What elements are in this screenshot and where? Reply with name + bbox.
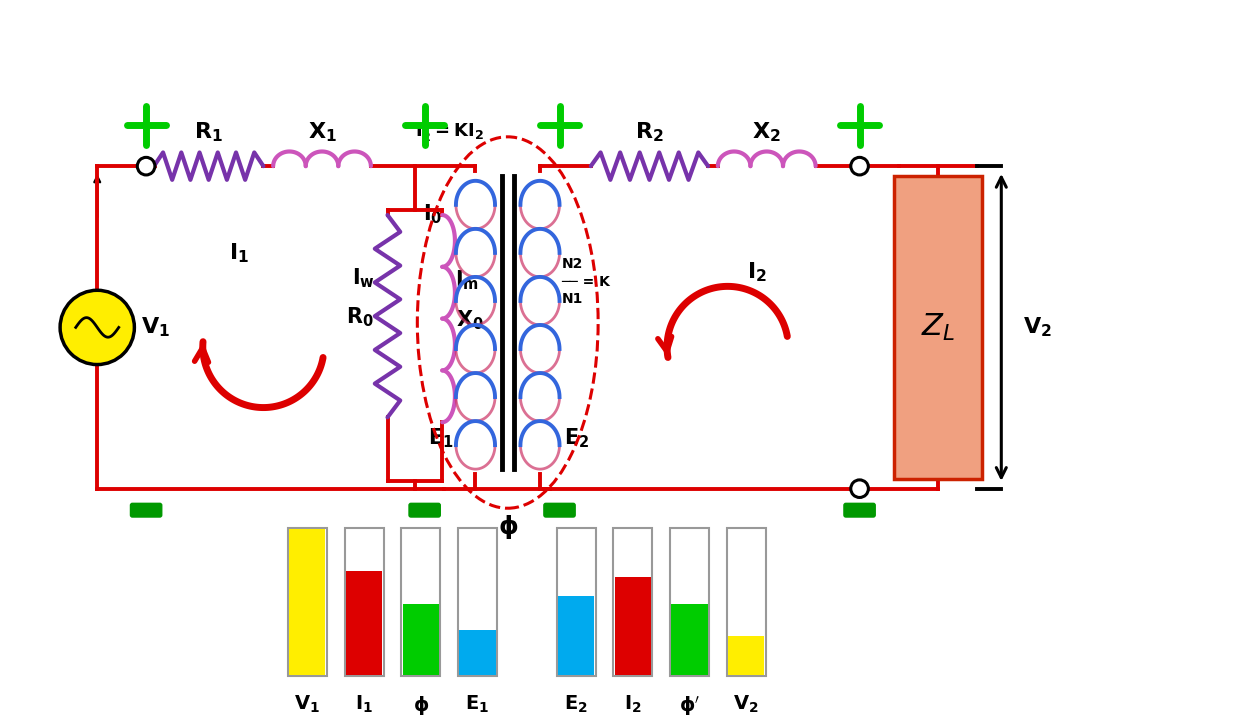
Text: $\mathbf{X_0}$: $\mathbf{X_0}$ <box>455 308 484 331</box>
Circle shape <box>851 480 868 498</box>
Bar <box>289 529 325 675</box>
Text: $\mathbf{\phi}$: $\mathbf{\phi}$ <box>498 513 518 541</box>
Text: $\mathbf{I_2}$: $\mathbf{I_2}$ <box>747 261 767 284</box>
Bar <box>344 528 384 676</box>
Text: $\mathbf{I_1}$: $\mathbf{I_1}$ <box>355 694 373 715</box>
Bar <box>614 577 651 675</box>
Text: $\mathbf{V_2}$: $\mathbf{V_2}$ <box>1023 315 1052 339</box>
Text: $\mathbf{\phi}$: $\mathbf{\phi}$ <box>413 694 429 717</box>
FancyBboxPatch shape <box>409 503 440 517</box>
Text: $\mathbf{E_1}$: $\mathbf{E_1}$ <box>428 427 454 450</box>
Bar <box>728 636 764 675</box>
Text: $\mathbf{E_2}$: $\mathbf{E_2}$ <box>564 427 589 450</box>
Text: $\mathbf{E_2}$: $\mathbf{E_2}$ <box>564 694 588 715</box>
Text: $\mathbf{X_2}$: $\mathbf{X_2}$ <box>752 121 781 145</box>
Bar <box>347 571 382 675</box>
Text: $\mathbf{I_2' = KI_2}$: $\mathbf{I_2' = KI_2}$ <box>414 120 483 144</box>
Text: $\mathbf{I_2}$: $\mathbf{I_2}$ <box>624 694 642 715</box>
Bar <box>671 528 709 676</box>
Text: $\mathbf{R_2}$: $\mathbf{R_2}$ <box>636 121 664 145</box>
Bar <box>403 603 439 675</box>
Text: N2
── = K
N1: N2 ── = K N1 <box>562 257 610 306</box>
Text: $\mathbf{V_1}$: $\mathbf{V_1}$ <box>141 315 170 339</box>
Bar <box>459 630 495 675</box>
Circle shape <box>138 158 155 175</box>
Text: $\mathbf{I_0}$: $\mathbf{I_0}$ <box>423 202 442 225</box>
Text: $\mathbf{V_2}$: $\mathbf{V_2}$ <box>733 694 759 715</box>
Text: $\mathbf{\phi'}$: $\mathbf{\phi'}$ <box>679 694 701 718</box>
Bar <box>557 528 595 676</box>
Text: $\mathbf{X_1}$: $\mathbf{X_1}$ <box>308 121 337 145</box>
Text: $\mathbf{I_m}$: $\mathbf{I_m}$ <box>454 269 479 292</box>
Text: $\mathbf{E_1}$: $\mathbf{E_1}$ <box>465 694 489 715</box>
Text: $\mathbf{I_1}$: $\mathbf{I_1}$ <box>229 241 249 265</box>
Bar <box>402 528 440 676</box>
FancyBboxPatch shape <box>893 176 982 479</box>
Bar <box>672 603 708 675</box>
Bar <box>613 528 652 676</box>
Text: $\mathbf{V_1}$: $\mathbf{V_1}$ <box>294 694 320 715</box>
Bar <box>727 528 766 676</box>
Text: $\mathbf{I_w}$: $\mathbf{I_w}$ <box>352 266 374 290</box>
FancyBboxPatch shape <box>544 503 575 517</box>
FancyBboxPatch shape <box>130 503 161 517</box>
Bar <box>288 528 327 676</box>
Text: $\mathbf{R_0}$: $\mathbf{R_0}$ <box>347 305 374 329</box>
Text: $Z_L$: $Z_L$ <box>921 312 955 343</box>
Bar <box>458 528 497 676</box>
Text: $\mathbf{R_1}$: $\mathbf{R_1}$ <box>194 121 223 145</box>
Circle shape <box>60 290 134 364</box>
FancyBboxPatch shape <box>844 503 876 517</box>
Bar <box>558 596 594 675</box>
Circle shape <box>851 158 868 175</box>
